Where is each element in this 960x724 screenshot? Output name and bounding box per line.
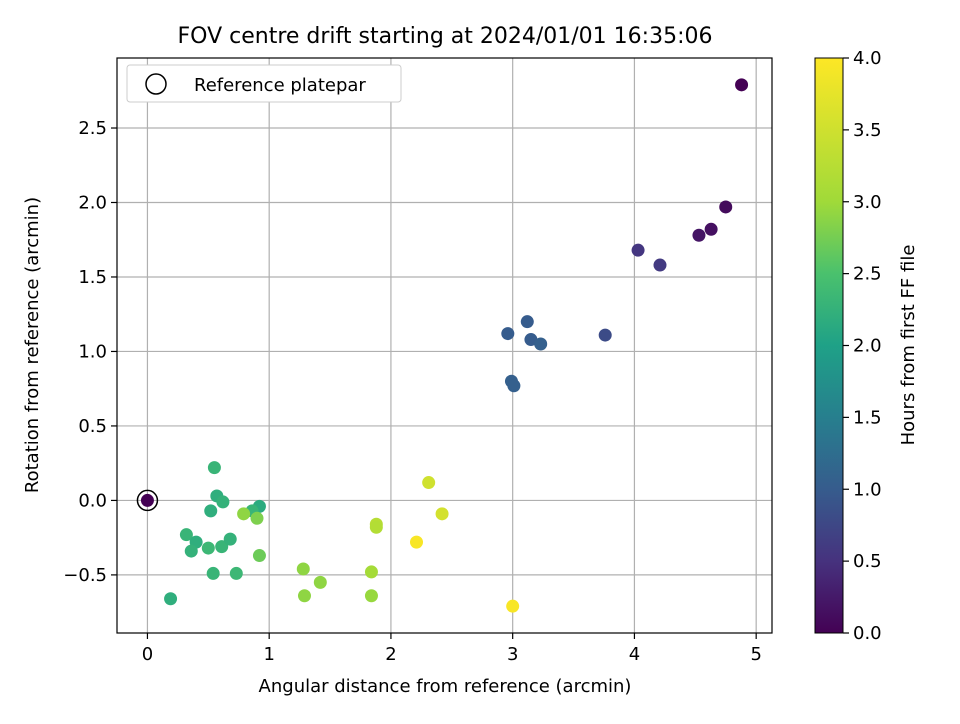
colorbar-tick-label: 1.0 [853, 479, 882, 500]
legend-label: Reference platepar [194, 75, 366, 96]
y-tick-label: 0.5 [78, 416, 107, 437]
data-point [229, 566, 243, 580]
data-point [313, 575, 327, 589]
data-point [223, 532, 237, 546]
data-point [206, 566, 220, 580]
data-point [297, 589, 311, 603]
colorbar-label: Hours from first FF file [898, 245, 919, 446]
y-axis-ticks: −0.5 0.0 0.5 1.0 1.5 2.0 2.5 [63, 118, 117, 586]
grid-lines [117, 58, 772, 633]
reference-point-fill [140, 493, 154, 507]
data-point [524, 333, 538, 347]
chart-title: FOV centre drift starting at 2024/01/01 … [178, 24, 713, 49]
colorbar-tick-label: 0.0 [853, 623, 882, 644]
data-point [520, 315, 534, 329]
data-point [204, 504, 218, 518]
data-point [506, 599, 520, 613]
data-point [507, 379, 521, 393]
x-tick-label: 4 [629, 644, 640, 665]
x-tick-label: 1 [263, 644, 274, 665]
data-point [250, 511, 264, 525]
legend-reference-marker [145, 73, 167, 95]
x-axis-ticks: 0 1 2 3 4 5 [142, 633, 762, 665]
y-tick-label: 0.0 [78, 490, 107, 511]
data-point [704, 222, 718, 236]
legend-box [126, 64, 402, 103]
x-tick-label: 2 [385, 644, 396, 665]
data-point [692, 228, 706, 242]
data-point [215, 540, 229, 554]
colorbar-gradient [814, 57, 844, 634]
data-point [237, 507, 251, 521]
y-tick-label: 1.5 [78, 267, 107, 288]
y-axis-label: Rotation from reference (arcmin) [22, 197, 43, 493]
colorbar-ticks: 0.0 0.5 1.0 1.5 2.0 2.5 3.0 3.5 4.0 [843, 48, 882, 644]
data-point [369, 520, 383, 534]
x-axis-label: Angular distance from reference (arcmin) [259, 676, 632, 697]
data-point [207, 461, 221, 475]
x-tick-label: 3 [507, 644, 518, 665]
data-point [364, 565, 378, 579]
data-point [201, 541, 215, 555]
y-tick-label: 2.5 [78, 118, 107, 139]
data-point [179, 528, 193, 542]
data-point [719, 200, 733, 214]
data-point [409, 535, 423, 549]
colorbar: 0.0 0.5 1.0 1.5 2.0 2.5 3.0 3.5 4.0 Hours from f… [814, 48, 919, 644]
data-point [534, 337, 548, 351]
data-point [735, 78, 749, 92]
plot-frame [116, 57, 773, 634]
data-point [184, 544, 198, 558]
y-tick-label: 1.0 [78, 341, 107, 362]
x-tick-label: 5 [750, 644, 761, 665]
y-tick-label: −0.5 [63, 565, 107, 586]
colorbar-tick-label: 3.5 [853, 120, 882, 141]
colorbar-tick-label: 2.0 [853, 336, 882, 357]
colorbar-tick-label: 4.0 [853, 48, 882, 69]
reference-point-ring [136, 489, 159, 512]
data-point [216, 495, 230, 509]
data-point [435, 507, 449, 521]
colorbar-tick-label: 3.0 [853, 192, 882, 213]
data-point [164, 592, 178, 606]
data-point [631, 243, 645, 257]
data-point [501, 327, 515, 341]
data-point [296, 562, 310, 576]
data-points [164, 78, 749, 613]
x-tick-label: 0 [142, 644, 153, 665]
data-point [653, 258, 667, 272]
data-point [364, 589, 378, 603]
legend: Reference platepar [126, 64, 402, 103]
colorbar-tick-label: 0.5 [853, 551, 882, 572]
data-point [422, 476, 436, 490]
colorbar-tick-label: 2.5 [853, 264, 882, 285]
colorbar-tick-label: 1.5 [853, 407, 882, 428]
data-point [598, 328, 612, 342]
data-point [252, 549, 266, 563]
y-tick-label: 2.0 [78, 192, 107, 213]
reference-marker [136, 489, 159, 512]
